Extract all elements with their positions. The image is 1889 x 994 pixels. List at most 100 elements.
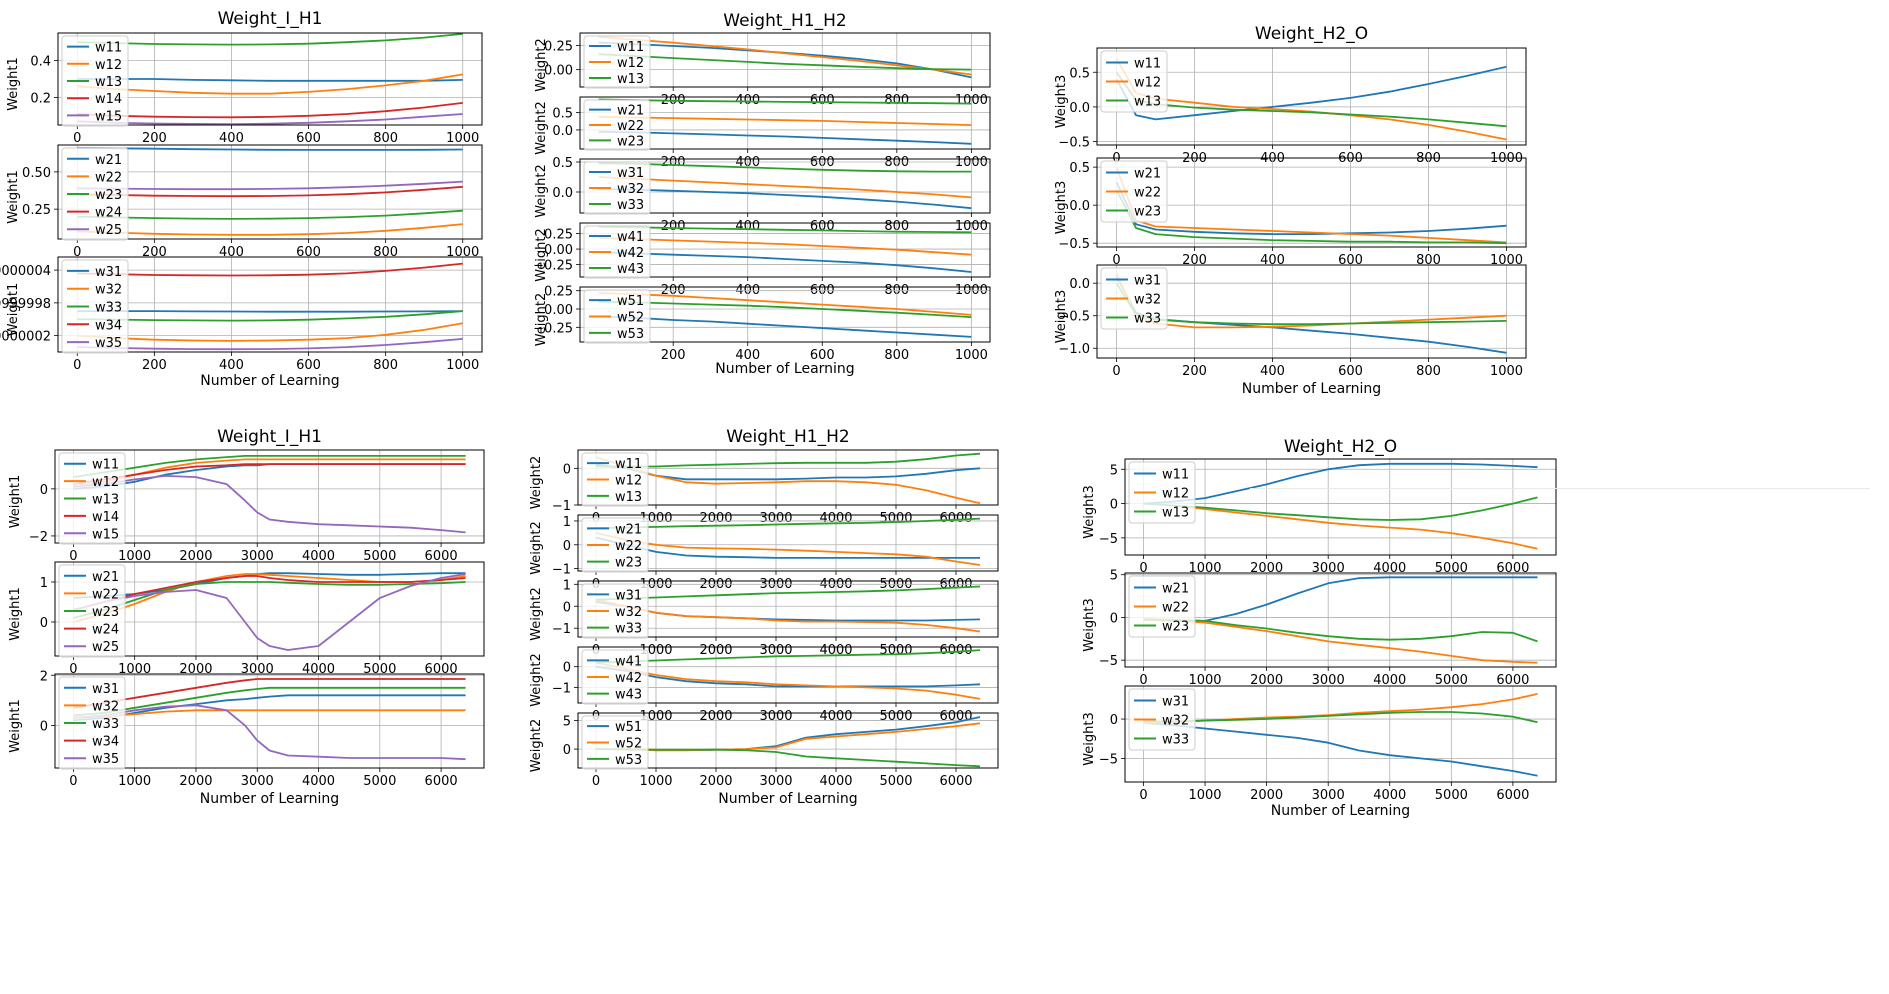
series-group: [598, 225, 972, 273]
legend-label-w22: w22: [95, 170, 122, 185]
series-line-w11: [1115, 65, 1507, 121]
series-line-w35: [73, 704, 466, 761]
legend-label-w12: w12: [92, 475, 119, 490]
chart-title: Weight_I_H1: [217, 427, 322, 447]
series-line-w34: [73, 678, 466, 709]
x-tick-label: 4000: [1373, 561, 1406, 576]
x-tick-label: 6000: [939, 774, 972, 789]
x-tick-label: 2000: [179, 662, 212, 677]
series-line-w15: [73, 474, 466, 534]
series-line-w21: [1143, 576, 1538, 622]
series-group: [1115, 166, 1507, 245]
y-tick-label: 0.5: [552, 107, 573, 122]
y-axis-label: Weight3: [1054, 290, 1069, 344]
axes-frame: [577, 580, 999, 638]
legend-label-w24: w24: [95, 206, 122, 221]
x-tick-label: 2000: [179, 774, 212, 789]
y-tick-label: 0.59999999999999998: [0, 297, 51, 312]
series-line-w14: [73, 463, 466, 485]
y-axis-label: Weight2: [534, 228, 549, 282]
series-line-w22: [598, 115, 972, 126]
legend-box: [583, 35, 651, 89]
series-line-w32: [77, 322, 463, 342]
legend: w41 w42 w43: [581, 649, 649, 705]
axes-frame: [54, 561, 485, 657]
panel-1: 0 200 400 600 800 1000−0.50.00.5Weight3w11w12…: [1054, 47, 1527, 166]
legend-label-w33: w33: [1162, 733, 1189, 748]
x-tick-label: 1000: [446, 245, 479, 260]
y-tick-label: 5: [1110, 463, 1118, 478]
x-tick-label: 0: [592, 774, 600, 789]
series-group: [598, 162, 972, 210]
legend-label-w33: w33: [1134, 312, 1161, 327]
y-tick-label: 0.50: [22, 166, 51, 181]
legend-box: [58, 676, 126, 770]
y-tick-label: 0.00: [544, 243, 573, 258]
legend-label-w31: w31: [615, 588, 642, 603]
axes-frame: [577, 712, 999, 769]
series-line-w12: [1143, 502, 1538, 550]
y-tick-label: 0.5: [1069, 161, 1090, 176]
legend-box: [581, 715, 649, 770]
series-line-w53: [596, 748, 981, 768]
x-tick-label: 1000: [1188, 561, 1221, 576]
legend-label-w13: w13: [1134, 95, 1161, 110]
chart-bot-h2o: Weight_H2_O0 1000 2000 3000 4000 5000 6000−505…: [1082, 437, 1557, 819]
legend-label-w32: w32: [1134, 293, 1161, 308]
x-tick-label: 800: [373, 245, 398, 260]
series-line-w24: [77, 185, 463, 198]
panel-2: 0 1000 2000 3000 4000 5000 6000 0 1 Weight1 w21 w22…: [8, 561, 485, 677]
series-line-w22: [77, 223, 463, 236]
series-line-w32: [1143, 693, 1538, 724]
series-line-w11: [598, 41, 972, 79]
series-line-w23: [73, 581, 466, 619]
x-tick-label: 800: [884, 348, 909, 363]
x-tick-label: 800: [1416, 253, 1441, 268]
x-tick-label: 5000: [363, 549, 396, 564]
legend-label-w43: w43: [617, 262, 644, 277]
series-line-w12: [73, 458, 466, 488]
x-tick-label: 0: [1139, 788, 1147, 803]
series-group: [1143, 462, 1538, 550]
x-tick-label: 600: [296, 245, 321, 260]
axes-frame: [579, 222, 991, 278]
series-line-w23: [77, 209, 463, 220]
legend-label-w11: w11: [615, 457, 642, 472]
series-line-w21: [598, 130, 972, 145]
x-tick-label: 0: [1139, 673, 1147, 688]
legend-label-w22: w22: [1162, 601, 1189, 616]
legend-label-w15: w15: [92, 527, 119, 542]
series-group: [595, 716, 981, 768]
series-line-w13: [1143, 496, 1538, 521]
legend-box: [583, 289, 651, 344]
legend-label-w52: w52: [615, 737, 642, 752]
legend-label-w13: w13: [95, 75, 122, 90]
x-tick-label: 3000: [1312, 788, 1345, 803]
series-group: [73, 572, 466, 651]
series-line-w12: [1115, 57, 1507, 141]
legend-label-w21: w21: [92, 570, 119, 585]
x-tick-label: 5000: [879, 774, 912, 789]
series-line-w41: [598, 251, 972, 273]
y-tick-label: 0.0: [1069, 277, 1090, 292]
legend-label-w14: w14: [92, 510, 119, 525]
y-tick-label: −5: [1099, 654, 1118, 669]
y-tick-label: −1: [552, 563, 571, 578]
x-tick-label: 6000: [425, 549, 458, 564]
series-line-w33: [1143, 711, 1538, 724]
figure-divider: [1250, 488, 1870, 489]
series-line-w24: [73, 575, 466, 611]
y-tick-label: 0.40000000000000002: [0, 330, 51, 345]
axes-frame: [54, 449, 485, 544]
x-tick-label: 1000: [118, 549, 151, 564]
series-line-w31: [77, 310, 463, 313]
y-tick-label: 0.00: [544, 64, 573, 79]
legend-label-w23: w23: [1162, 620, 1189, 635]
axes-frame: [579, 96, 991, 150]
legend-box: [581, 583, 649, 639]
x-tick-label: 200: [142, 358, 167, 373]
